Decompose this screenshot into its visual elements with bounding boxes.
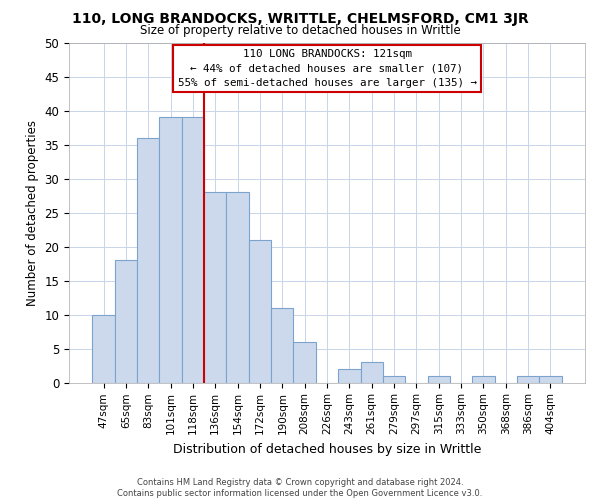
Bar	[428, 376, 450, 382]
Bar	[160, 118, 182, 382]
Bar	[182, 118, 204, 382]
Bar	[226, 192, 249, 382]
Bar	[115, 260, 137, 382]
Bar	[517, 376, 539, 382]
Text: 110 LONG BRANDOCKS: 121sqm  
← 44% of detached houses are smaller (107)
55% of s: 110 LONG BRANDOCKS: 121sqm ← 44% of deta…	[178, 50, 476, 88]
Bar	[293, 342, 316, 382]
Bar	[361, 362, 383, 382]
Bar	[92, 314, 115, 382]
Text: Contains HM Land Registry data © Crown copyright and database right 2024.
Contai: Contains HM Land Registry data © Crown c…	[118, 478, 482, 498]
Bar	[204, 192, 226, 382]
Bar	[271, 308, 293, 382]
Text: 110, LONG BRANDOCKS, WRITTLE, CHELMSFORD, CM1 3JR: 110, LONG BRANDOCKS, WRITTLE, CHELMSFORD…	[71, 12, 529, 26]
Bar	[383, 376, 405, 382]
Text: Size of property relative to detached houses in Writtle: Size of property relative to detached ho…	[140, 24, 460, 37]
Bar	[249, 240, 271, 382]
X-axis label: Distribution of detached houses by size in Writtle: Distribution of detached houses by size …	[173, 442, 481, 456]
Bar	[338, 369, 361, 382]
Bar	[137, 138, 160, 382]
Bar	[472, 376, 494, 382]
Y-axis label: Number of detached properties: Number of detached properties	[26, 120, 39, 306]
Bar	[539, 376, 562, 382]
